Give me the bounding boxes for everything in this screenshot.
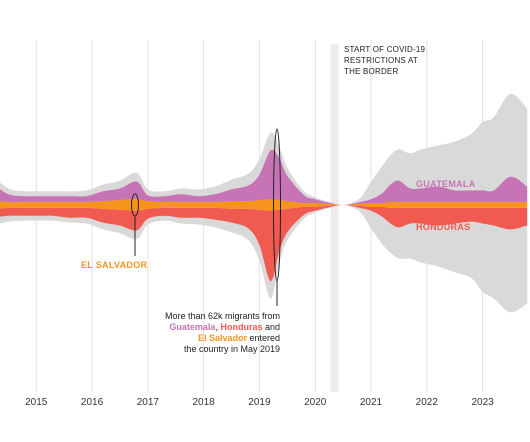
- x-tick-label-2018: 2018: [193, 397, 216, 408]
- x-tick-label-2015: 2015: [25, 397, 48, 408]
- covid-band: [330, 44, 339, 392]
- may-2019-el-salvador: El Salvador: [198, 333, 248, 343]
- may-2019-guatemala: Guatemala: [169, 322, 216, 332]
- stream-layers: [0, 93, 528, 313]
- may-2019-sep-1: ,: [215, 322, 220, 332]
- x-tick-label-2019: 2019: [248, 397, 271, 408]
- may-2019-annotation-line-4: the country in May 2019: [184, 344, 280, 354]
- x-tick-label-2022: 2022: [416, 397, 439, 408]
- guatemala-label: GUATEMALA: [416, 179, 476, 189]
- covid-annotation-line-3: THE BORDER: [344, 67, 398, 76]
- x-axis-ticks: 2015 2016 2017 2018 2019 2020 2021 2022 2023: [25, 397, 494, 408]
- may-2019-annotation-line-2: Guatemala, Honduras and: [169, 322, 280, 332]
- honduras-label: HONDURAS: [416, 222, 470, 232]
- stream-guatemala: [0, 149, 528, 205]
- x-tick-label-2023: 2023: [471, 397, 494, 408]
- stream-honduras: [0, 205, 528, 282]
- el-salvador-label: EL SALVADOR: [81, 260, 148, 270]
- may-2019-sep-2: and: [262, 322, 280, 332]
- may-2019-annotation-line-3: El Salvador entered: [198, 333, 280, 343]
- may-2019-annotation-line-1: More than 62k migrants from: [165, 311, 280, 321]
- x-tick-label-2021: 2021: [360, 397, 383, 408]
- may-2019-entered: entered: [247, 333, 280, 343]
- covid-annotation-line-1: START OF COVID-19: [344, 45, 426, 54]
- may-2019-honduras: Honduras: [220, 322, 262, 332]
- x-tick-label-2017: 2017: [137, 397, 160, 408]
- x-tick-label-2020: 2020: [304, 397, 327, 408]
- x-tick-label-2016: 2016: [81, 397, 104, 408]
- covid-annotation-line-2: RESTRICTIONS AT: [344, 56, 418, 65]
